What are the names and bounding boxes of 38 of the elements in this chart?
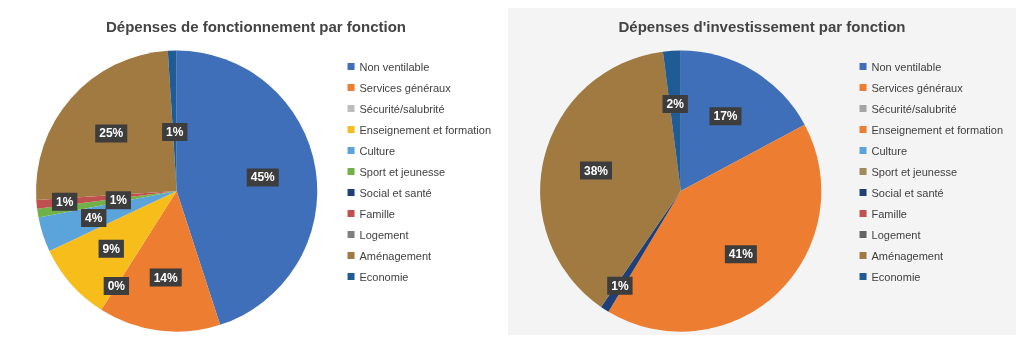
text: 0% [107, 279, 126, 294]
chart-title: Dépenses de fonctionnement par fonction [105, 18, 407, 35]
legend-label: Sécurité/salubrité [359, 102, 445, 115]
data-label: 9% [102, 241, 121, 256]
legend-label: Sport et jeunesse [359, 165, 446, 178]
data-label: 4% [85, 211, 103, 226]
legend-label: Non ventilable [359, 60, 430, 73]
legend-label: Economie [871, 270, 921, 283]
legend-label: Services généraux [871, 81, 964, 94]
legend-label: Logement [359, 228, 409, 241]
legend-label: Culture [359, 144, 396, 157]
data-label: 25% [99, 126, 124, 141]
legend-label: Aménagement [871, 249, 944, 262]
data-label: 41% [728, 247, 754, 262]
data-label: 1% [611, 278, 629, 293]
legend-label: Aménagement [359, 249, 432, 262]
legend-label: Famille [871, 207, 907, 220]
data-label: 14% [153, 270, 179, 285]
data-label: 2% [666, 97, 685, 112]
legend-label: Famille [359, 207, 395, 220]
data-label: 1% [109, 193, 128, 208]
legend-label: Social et santé [359, 186, 432, 199]
data-label: 45% [250, 170, 276, 185]
legend-label: Logement [871, 228, 921, 241]
data-label: 1% [166, 125, 184, 140]
data-label: 1% [55, 194, 74, 209]
legend-label: Enseignement et formation [359, 123, 492, 136]
legend-label: Non ventilable [871, 60, 942, 73]
legend-label: Culture [871, 144, 908, 157]
legend-label: Enseignement et formation [871, 123, 1004, 136]
legend-label: Sport et jeunesse [871, 165, 958, 178]
data-label: 17% [713, 109, 738, 124]
chart-title: Dépenses d'investissement par fonction [618, 18, 906, 35]
legend-label: Services généraux [359, 81, 452, 94]
legend-label: Social et santé [871, 186, 944, 199]
legend-label: Economie [359, 270, 409, 283]
data-label: 38% [583, 163, 609, 178]
legend-label: Sécurité/salubrité [871, 102, 957, 115]
